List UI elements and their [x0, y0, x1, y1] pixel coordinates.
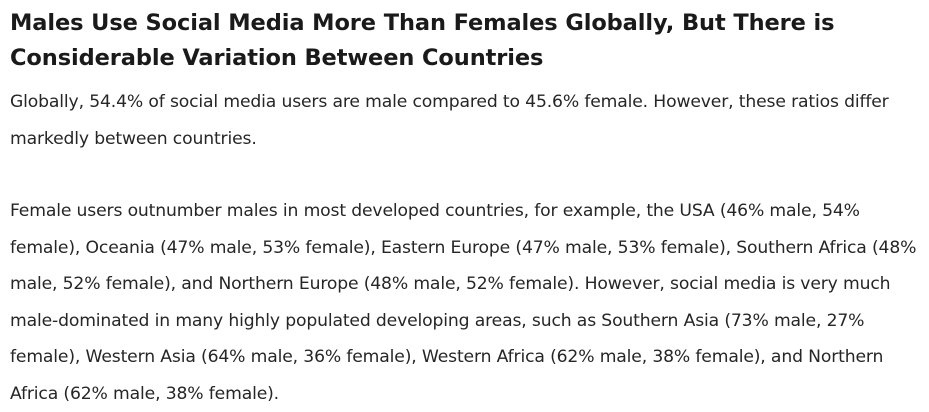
paragraph-country-variation: Female users outnumber males in most dev… [10, 201, 917, 404]
paragraph-global-ratio: Globally, 54.4% of social media users ar… [10, 92, 889, 149]
article-title: Males Use Social Media More Than Females… [10, 10, 835, 71]
article: Males Use Social Media More Than Females… [10, 0, 920, 412]
